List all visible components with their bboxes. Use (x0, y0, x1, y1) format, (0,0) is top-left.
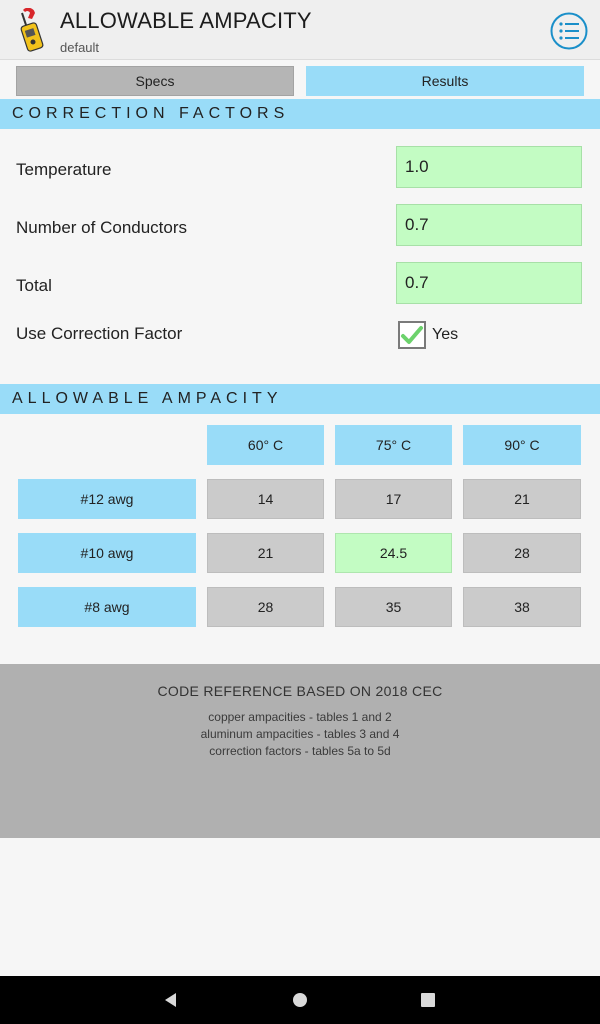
ampacity-cell-highlighted: 24.5 (335, 533, 452, 573)
number-of-conductors-label: Number of Conductors (16, 218, 188, 237)
total-field[interactable]: 0.7 (396, 262, 582, 304)
page-subtitle: default (60, 40, 100, 55)
list-menu-icon[interactable] (550, 12, 588, 50)
code-reference-line: aluminum ampacities - tables 3 and 4 (200, 727, 400, 741)
number-of-conductors-field[interactable]: 0.7 (396, 204, 582, 246)
ampacity-cell: 21 (463, 479, 581, 519)
code-reference-panel: CODE REFERENCE BASED ON 2018 CEC copper … (0, 664, 600, 838)
use-correction-factor-checkbox[interactable] (398, 321, 426, 349)
tab-specs[interactable]: Specs (16, 66, 294, 96)
recents-icon[interactable] (418, 990, 438, 1010)
ampacity-cell: 21 (207, 533, 324, 573)
code-reference-line: copper ampacities - tables 1 and 2 (208, 710, 392, 724)
use-correction-factor-value: Yes (432, 326, 459, 343)
ampacity-cell: 35 (335, 587, 452, 627)
row-header-12awg: #12 awg (18, 479, 196, 519)
row-header-8awg: #8 awg (18, 587, 196, 627)
app-header: ALLOWABLE AMPACITY default (0, 0, 600, 60)
ampacity-cell: 28 (207, 587, 324, 627)
home-icon[interactable] (290, 990, 310, 1010)
code-reference-title: CODE REFERENCE BASED ON 2018 CEC (157, 683, 443, 699)
column-header-75c: 75° C (335, 425, 452, 465)
page-title: ALLOWABLE AMPACITY (60, 8, 312, 33)
ampacity-cell: 17 (335, 479, 452, 519)
clamp-meter-icon (20, 8, 44, 52)
back-icon[interactable] (161, 990, 181, 1010)
temperature-field[interactable]: 1.0 (396, 146, 582, 188)
use-correction-factor-label: Use Correction Factor (16, 324, 183, 343)
ampacity-cell: 28 (463, 533, 581, 573)
correction-factors-heading: CORRECTION FACTORS (0, 99, 600, 129)
tab-results[interactable]: Results (306, 66, 584, 96)
system-nav-bar (0, 976, 600, 1024)
temperature-label: Temperature (16, 160, 112, 179)
column-header-90c: 90° C (463, 425, 581, 465)
allowable-ampacity-heading: ALLOWABLE AMPACITY (0, 384, 600, 414)
checkmark-icon (401, 326, 423, 344)
code-reference-line: correction factors - tables 5a to 5d (209, 744, 391, 758)
ampacity-cell: 38 (463, 587, 581, 627)
row-header-10awg: #10 awg (18, 533, 196, 573)
ampacity-cell: 14 (207, 479, 324, 519)
column-header-60c: 60° C (207, 425, 324, 465)
total-label: Total (16, 276, 52, 295)
